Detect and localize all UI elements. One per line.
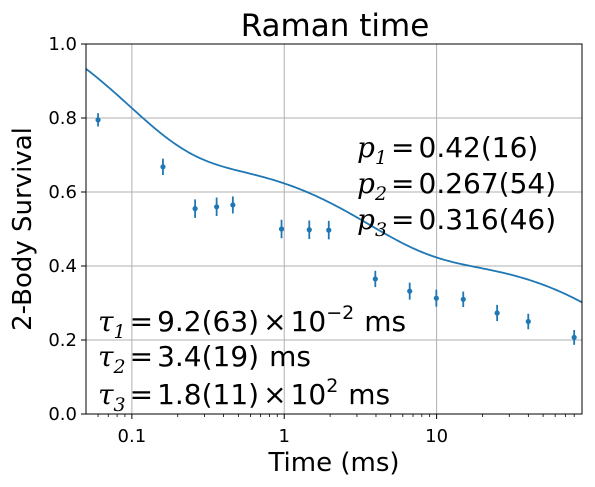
data-points-layer bbox=[95, 113, 577, 345]
data-point bbox=[407, 288, 413, 294]
data-point bbox=[95, 117, 101, 123]
annotation-p2: p2 = 0.267(54) bbox=[357, 167, 556, 205]
y-tick-label: 0.0 bbox=[48, 404, 77, 425]
x-axis-label: Time (ms) bbox=[267, 448, 399, 478]
data-point bbox=[571, 334, 577, 341]
annotation-p1: p1 = 0.42(16) bbox=[357, 131, 538, 169]
y-tick-label: 0.2 bbox=[48, 330, 77, 351]
x-tick-label: 0.1 bbox=[118, 426, 147, 447]
fit-curve-layer bbox=[85, 68, 583, 304]
annotation-tau1: τ1 = 9.2(63) × 10−2 ms bbox=[98, 302, 406, 343]
fit-curve bbox=[85, 68, 583, 304]
x-tick-label: 1 bbox=[279, 426, 290, 447]
plot-area bbox=[86, 44, 582, 414]
axes-ticks: 0.0 0.2 0.4 0.6 0.8 1.0 0.1 1 10 bbox=[48, 34, 448, 447]
data-point bbox=[372, 276, 378, 282]
data-point bbox=[326, 227, 332, 233]
data-point bbox=[494, 310, 500, 316]
chart-title: Raman time bbox=[241, 8, 430, 44]
y-tick-label: 0.6 bbox=[48, 182, 77, 203]
data-point bbox=[433, 295, 439, 301]
y-tick-label: 1.0 bbox=[48, 34, 77, 55]
data-point bbox=[460, 296, 466, 302]
data-point bbox=[278, 226, 285, 232]
y-tick-label: 0.4 bbox=[48, 256, 77, 277]
data-point bbox=[214, 204, 220, 210]
data-point bbox=[192, 206, 198, 212]
annotation-tau2: τ2 = 3.4(19) ms bbox=[98, 340, 311, 378]
x-minor-ticks bbox=[97, 414, 575, 417]
data-point bbox=[525, 318, 531, 325]
data-point bbox=[230, 202, 236, 208]
plot-frame bbox=[85, 43, 583, 415]
annotation-tau3: τ3 = 1.8(11) × 102 ms bbox=[98, 375, 390, 416]
y-tick-label: 0.8 bbox=[48, 108, 77, 129]
y-axis-label: 2-Body Survival bbox=[8, 127, 38, 331]
x-tick-label: 10 bbox=[425, 426, 448, 447]
data-point bbox=[306, 227, 312, 233]
data-point bbox=[160, 164, 166, 170]
annotation-p3: p3 = 0.316(46) bbox=[357, 203, 556, 241]
